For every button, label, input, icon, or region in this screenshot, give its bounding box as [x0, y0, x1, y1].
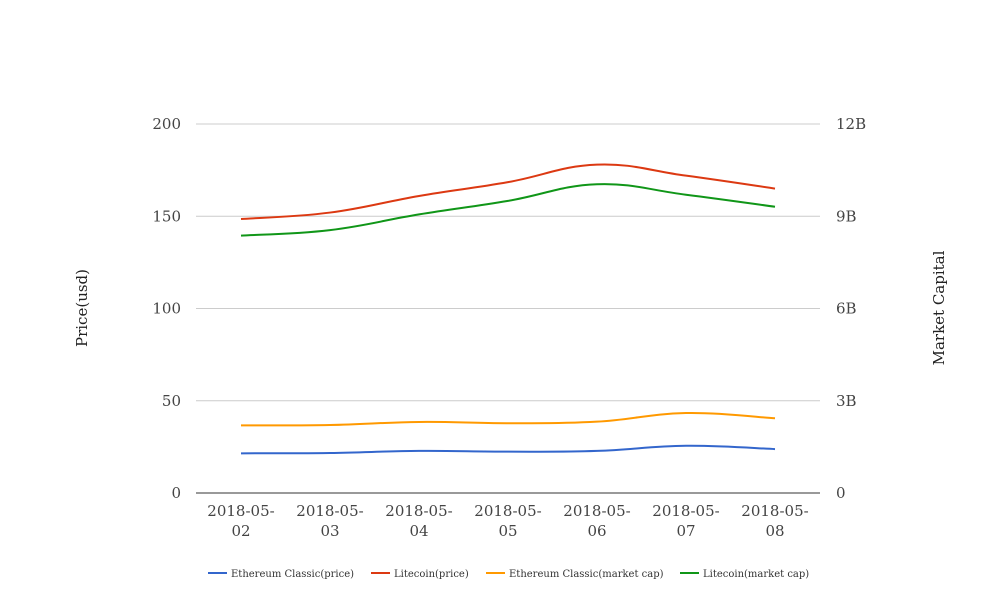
- series-line-1: [240, 163, 776, 221]
- x-tick-label: 2018-05-07: [652, 502, 719, 540]
- y2-tick-label: 9B: [836, 207, 857, 225]
- x-tick-label: 2018-05-06: [563, 502, 630, 540]
- left-axis-title: Price(usd): [73, 269, 91, 347]
- left-axis-ticks: 0 50 100 150 200: [152, 115, 181, 502]
- series-line-0: [240, 444, 776, 455]
- right-axis-title: Market Capital: [930, 250, 948, 365]
- x-tick-label: 2018-05-03: [296, 502, 363, 540]
- right-axis-ticks: 0 3B 6B 9B 12B: [836, 115, 866, 502]
- legend: Ethereum Classic(price) Litecoin(price) Et…: [208, 569, 809, 580]
- series-line-2: [240, 412, 776, 427]
- x-tick-label: 2018-05-05: [474, 502, 541, 540]
- y2-tick-label: 12B: [836, 115, 866, 133]
- gridlines: [196, 123, 820, 494]
- y2-tick-label: 6B: [836, 300, 857, 318]
- x-tick-label: 2018-05-08: [741, 502, 808, 540]
- y-tick-label: 150: [152, 207, 181, 225]
- y-tick-label: 0: [171, 484, 181, 502]
- x-tick-label: 2018-05-02: [207, 502, 274, 540]
- y-tick-label: 50: [162, 392, 181, 410]
- y2-tick-label: 3B: [836, 392, 857, 410]
- x-axis-ticks: 2018-05-02 2018-05-03 2018-05-04 2018-05-05…: [207, 502, 808, 540]
- legend-label: Ethereum Classic(price): [231, 569, 354, 580]
- y2-tick-label: 0: [836, 484, 846, 502]
- series-lines: [240, 163, 776, 455]
- legend-label: Ethereum Classic(market cap): [509, 569, 664, 580]
- legend-label: Litecoin(price): [394, 569, 469, 580]
- x-tick-label: 2018-05-04: [385, 502, 452, 540]
- y-tick-label: 100: [152, 300, 181, 318]
- legend-label: Litecoin(market cap): [703, 569, 809, 580]
- y-tick-label: 200: [152, 115, 181, 133]
- series-line-3: [240, 183, 776, 237]
